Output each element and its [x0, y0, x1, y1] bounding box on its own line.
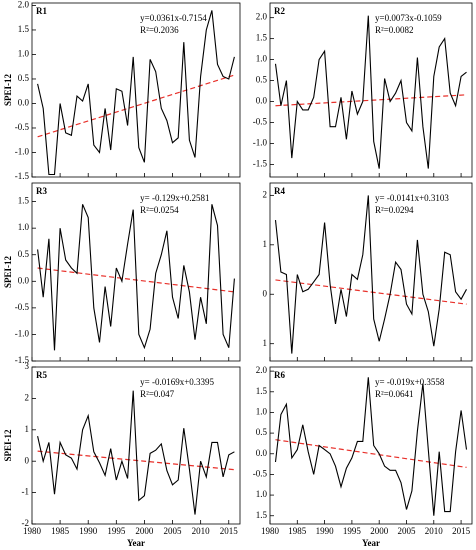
y-tick-label: 0.0 — [256, 448, 268, 458]
trend-line — [275, 279, 467, 305]
r-squared: R²=0.2036 — [140, 25, 179, 35]
x-tick-label: 2015 — [220, 526, 239, 536]
y-tick-label: -0.5 — [15, 122, 30, 132]
y-tick-label: 0.5 — [256, 427, 268, 437]
y-axis-label: SPEI-12 — [3, 74, 13, 107]
y-tick-label: -1.0 — [15, 328, 30, 338]
y-tick-label: 2.0 — [256, 12, 268, 22]
y-tick-label: 1.0 — [256, 54, 268, 64]
data-line — [37, 10, 235, 176]
x-axis-label: Year — [127, 538, 145, 548]
x-tick-label: 2005 — [164, 526, 183, 536]
plot-frame — [269, 366, 473, 525]
trend-line — [37, 450, 235, 471]
y-tick-label: 0.5 — [256, 75, 268, 85]
y-tick-label: -1.0 — [253, 138, 268, 148]
plot-frame — [31, 366, 241, 525]
y-tick-label: 1.0 — [18, 49, 30, 59]
trend-equation: y= -0.129x+0.2581 — [140, 193, 209, 203]
trend-line — [37, 74, 235, 138]
y-tick-label: -0.5 — [15, 302, 30, 312]
data-line — [274, 377, 468, 516]
x-tick-label: 2005 — [397, 526, 416, 536]
data-line — [274, 195, 467, 354]
x-tick-label: 1995 — [343, 526, 362, 536]
data-line — [274, 15, 467, 169]
y-tick-label: 0 — [25, 455, 30, 465]
plot-frame — [269, 2, 473, 178]
y-tick-label: 1.0 — [256, 489, 268, 499]
x-tick-label: 1980 — [261, 526, 280, 536]
y-tick-label: 1.0 — [18, 222, 30, 232]
y-tick-label: 1.5 — [18, 196, 30, 206]
trend-equation: y= -0.019x+0.3558 — [375, 377, 445, 387]
trend-equation: y= -0.0169x+0.3395 — [140, 377, 214, 387]
plot-frame — [31, 2, 241, 178]
y-axis-label: SPEI-12 — [3, 256, 13, 289]
y-tick-label: 2.0 — [18, 0, 30, 10]
y-tick-label: -1.5 — [15, 355, 30, 365]
y-tick-label: 1.5 — [256, 33, 268, 43]
x-tick-label: 2015 — [452, 526, 471, 536]
trend-equation: y=0.0361x-0.7154 — [140, 13, 207, 23]
y-tick-label: 0.0 — [18, 98, 30, 108]
y-tick-label: 0.5 — [18, 249, 30, 259]
panel-label: R4 — [274, 186, 285, 196]
data-line — [37, 390, 235, 515]
r-squared: R²=0.0294 — [375, 205, 414, 215]
x-tick-label: 1990 — [79, 526, 98, 536]
x-tick-label: 1995 — [107, 526, 126, 536]
y-tick-label: 1.0 — [256, 407, 268, 417]
panel-label: R1 — [36, 6, 47, 16]
r-squared: R²=0.0641 — [375, 389, 414, 399]
panel-label: R6 — [274, 370, 285, 380]
panel-label: R3 — [36, 186, 47, 196]
trend-equation: y=0.0073x-0.1059 — [375, 13, 442, 23]
panel-label: R5 — [36, 370, 47, 380]
x-tick-label: 2000 — [370, 526, 389, 536]
y-tick-label: -1.0 — [15, 147, 30, 157]
r-squared: R²=0.0082 — [375, 25, 414, 35]
y-tick-label: 1 — [263, 338, 268, 348]
x-tick-label: 2010 — [192, 526, 211, 536]
y-tick-label: 0.5 — [18, 73, 30, 83]
y-tick-label: 0.0 — [18, 275, 30, 285]
y-tick-label: -1 — [22, 487, 30, 497]
trend-line — [275, 439, 467, 468]
plot-frame — [31, 182, 241, 362]
y-tick-label: 2 — [25, 392, 30, 402]
x-tick-label: 2000 — [135, 526, 154, 536]
x-axis-label: Year — [362, 538, 380, 548]
y-tick-label: -0.5 — [253, 468, 268, 478]
r-squared: R²=0.047 — [140, 389, 175, 399]
x-tick-label: 1980 — [23, 526, 42, 536]
x-tick-label: 2010 — [425, 526, 444, 536]
r-squared: R²=0.0254 — [140, 205, 179, 215]
y-tick-label: -0.5 — [253, 117, 268, 127]
plot-frame — [269, 182, 473, 362]
panel-label: R2 — [274, 6, 285, 16]
y-tick-label: 1.5 — [256, 510, 268, 520]
y-tick-label: -1.5 — [15, 171, 30, 181]
y-tick-label: 1 — [263, 239, 268, 249]
y-tick-label: 0.0 — [256, 96, 268, 106]
y-tick-label: 3 — [25, 361, 30, 371]
y-tick-label: -1.5 — [253, 158, 268, 168]
data-line — [37, 204, 235, 351]
y-tick-label: 0 — [263, 288, 268, 298]
y-tick-label: 2 — [263, 189, 268, 199]
y-tick-label: 1.5 — [256, 386, 268, 396]
trend-equation: y= -0.0141x+0.3103 — [375, 193, 449, 203]
y-tick-label: 1.5 — [18, 24, 30, 34]
x-tick-label: 1985 — [288, 526, 307, 536]
x-tick-label: 1985 — [51, 526, 70, 536]
y-tick-label: -2 — [22, 518, 30, 528]
trend-line — [275, 94, 467, 107]
y-axis-label: SPEI-12 — [3, 429, 13, 462]
x-tick-label: 1990 — [316, 526, 335, 536]
y-tick-label: 2.0 — [256, 365, 268, 375]
y-tick-label: 1 — [25, 424, 30, 434]
